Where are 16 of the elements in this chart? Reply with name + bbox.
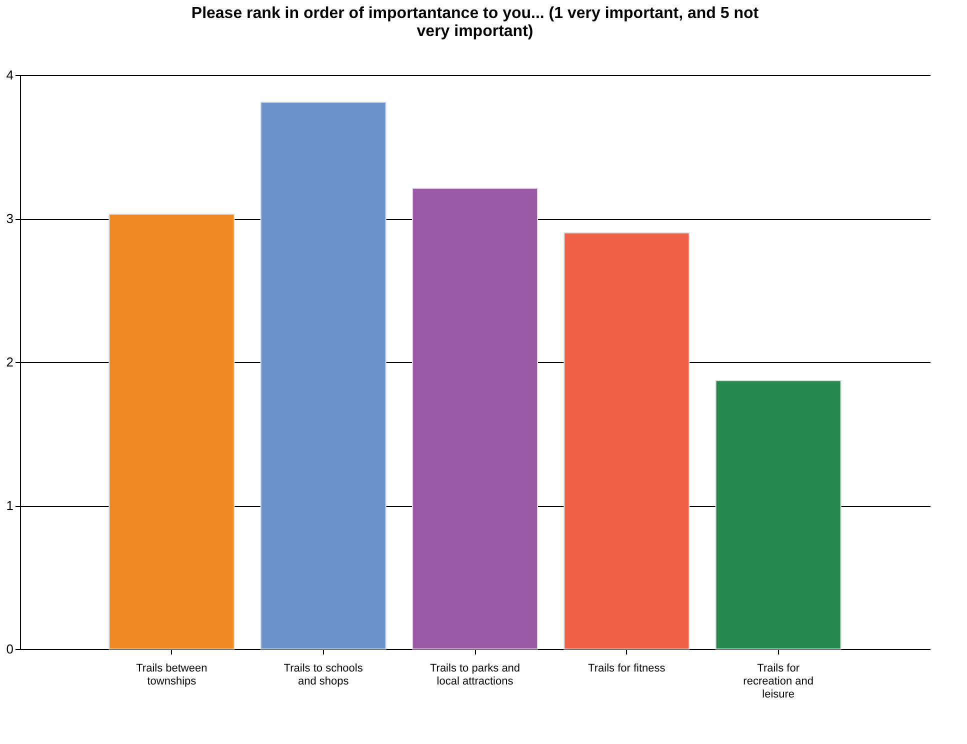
bar	[260, 102, 386, 650]
y-tick-label: 1	[6, 498, 14, 513]
x-tick-label: Trails to parks and local attractions	[430, 662, 520, 688]
bar	[412, 188, 538, 650]
chart-title: Please rank in order of importantance to you... (1 very important, and 5 not very important)	[191, 5, 760, 40]
x-tick-label: Trails to schools and shops	[284, 662, 364, 688]
x-tick-label: Trails for fitness	[588, 662, 666, 674]
y-tick-label: 0	[6, 642, 14, 656]
bar	[564, 232, 690, 650]
x-tick-label: Trails for recreation and leisure	[743, 662, 814, 700]
y-tick-label: 2	[6, 354, 14, 370]
x-tick-label: Trails between townships	[136, 662, 208, 688]
bar	[715, 380, 842, 650]
bar	[108, 214, 235, 650]
y-tick-label: 4	[6, 68, 14, 82]
y-tick-label: 3	[6, 211, 14, 226]
